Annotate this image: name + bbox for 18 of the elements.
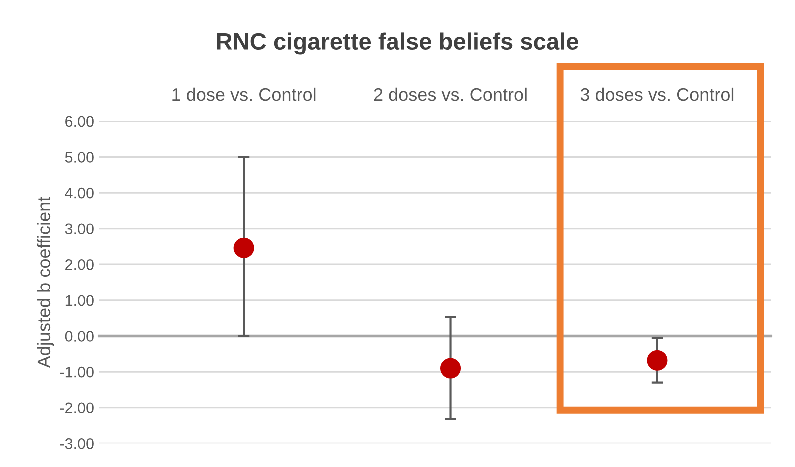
y-tick-label: 1.00 [66, 295, 94, 306]
chart-title: RNC cigarette false beliefs scale [217, 32, 578, 55]
point [234, 238, 254, 258]
y-axis-title: Adjusted b coefficient [37, 197, 54, 368]
y-tick-label: -2.00 [60, 402, 94, 414]
x-tick-label: 3 doses vs. Control [580, 88, 734, 102]
y-tick-label: 0.00 [65, 331, 94, 342]
x-tick-label: 1 dose vs. Control [172, 88, 316, 102]
y-tick-label: 3.00 [65, 224, 94, 235]
y-tick-label: 5.00 [65, 152, 94, 163]
y-tick-label: 4.00 [65, 188, 94, 199]
y-tick-label: -3.00 [60, 438, 94, 450]
x-tick-label: 2 doses vs. Control [374, 88, 527, 102]
y-tick-label: -1.00 [60, 366, 94, 378]
point [647, 350, 668, 371]
y-tick-label: 2.00 [66, 260, 94, 270]
point [440, 358, 462, 379]
y-tick-label: 6.00 [66, 116, 94, 128]
